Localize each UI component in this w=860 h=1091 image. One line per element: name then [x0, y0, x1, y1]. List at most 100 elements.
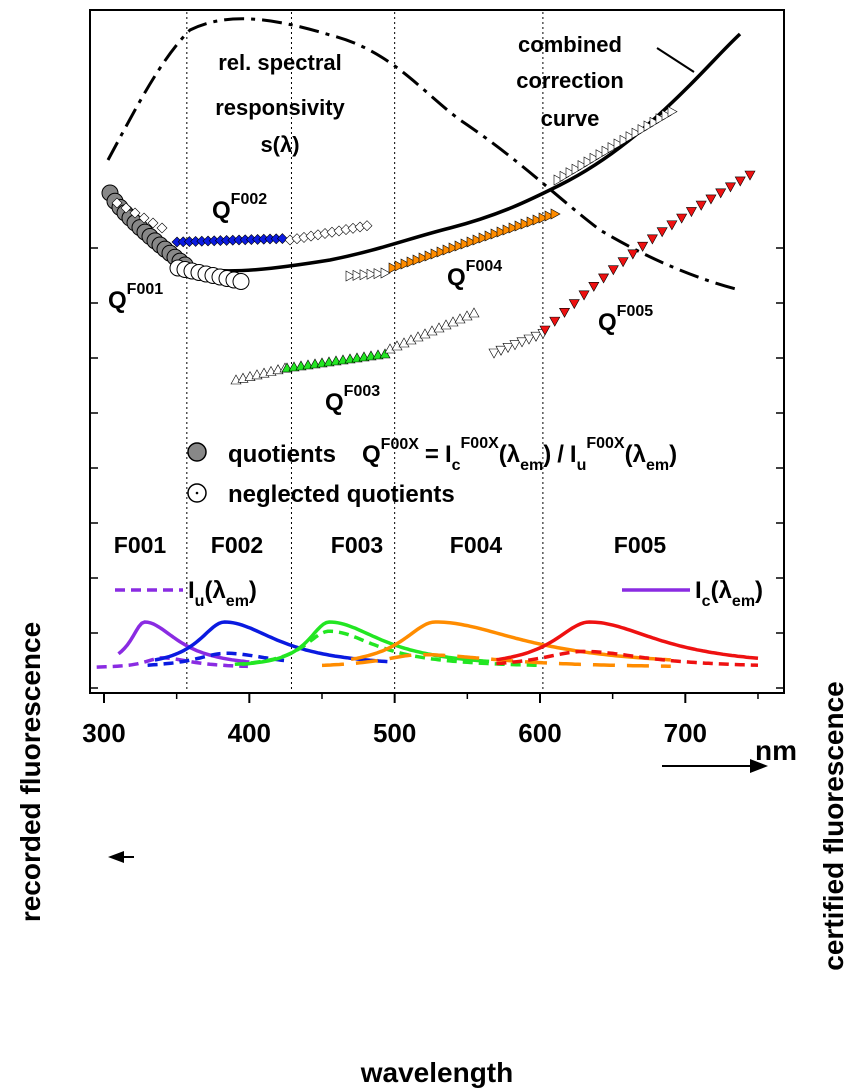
q-f004-marker-20 [508, 222, 519, 234]
right-axis-label: certified fluorescence [818, 681, 849, 970]
x-axis-label: wavelength [360, 1057, 513, 1088]
q-f003-marker-14 [379, 348, 391, 359]
q-f004-marker-12 [460, 238, 471, 250]
q-f004-marker-6 [424, 250, 435, 262]
combined-label-pointer [656, 47, 695, 73]
responsivity-label-3: s(λ) [260, 132, 299, 157]
q-f004-marker-10 [448, 242, 459, 254]
q-f004-neglected-right-8 [601, 145, 612, 157]
recorded-spectrum-f001 [96, 656, 248, 669]
formula-iu-em: em [646, 457, 669, 474]
q-label-f001-main: Q [108, 287, 127, 314]
q-label-f004-sup: F004 [466, 258, 503, 275]
quotient-series [101, 106, 756, 385]
q-f004-marker-14 [472, 234, 483, 246]
q-f004-neglected-right-6 [589, 152, 600, 164]
q-f004-marker-5 [418, 252, 429, 264]
q-label-f005: QF005 [598, 303, 653, 336]
q-f004-neglected-right-0 [553, 174, 564, 186]
q-f005-marker-11 [646, 234, 658, 245]
q-f004-marker-16 [484, 230, 495, 242]
q-f004-marker-2 [400, 258, 411, 270]
legend-quotients: quotients [228, 441, 336, 468]
q-f005-marker-12 [656, 227, 668, 238]
filter-label-f005: F005 [614, 532, 667, 558]
formula-iu-sup: F00X [586, 435, 625, 452]
q-f004-neglected-right-4 [577, 160, 588, 172]
q-f004-marker-22 [520, 218, 531, 230]
q-f005-marker-0 [539, 325, 551, 336]
responsivity-label-2: responsivity [215, 95, 345, 120]
combined-label-1: combined [518, 32, 622, 57]
q-f002-marker-17 [276, 233, 288, 245]
q-f004-neglected-right-13 [631, 127, 642, 139]
filter-label-f002: F002 [211, 532, 263, 558]
legend-iu-em: em [226, 593, 249, 610]
formula-ic-sup: F00X [461, 435, 500, 452]
q-f004-marker-24 [532, 214, 543, 226]
q-f005-marker-4 [578, 290, 590, 301]
q-f004-neglected-right-10 [613, 138, 624, 150]
q-f005-marker-13 [666, 220, 678, 231]
q-f005-neglected-6 [530, 331, 542, 342]
q-f004-neglected-right-16 [649, 116, 660, 128]
q-f005-marker-14 [676, 213, 688, 224]
q-f004-neglected-right-17 [655, 113, 666, 125]
q-f004-neglected-left-0 [345, 270, 356, 282]
legend-iu-lam: (λ [204, 577, 225, 604]
legend-ic: Ic(λem) [695, 577, 763, 610]
q-f002-neglected-left-0 [111, 197, 123, 209]
q-f004-marker-9 [442, 244, 453, 256]
q-f002-neglected-left-1 [120, 202, 132, 214]
q-f005-marker-7 [607, 265, 619, 276]
q-f005-marker-2 [559, 307, 571, 318]
q-f002-neglected-right-11 [361, 220, 373, 232]
q-f004-neglected-right-11 [619, 134, 630, 146]
q-f004-marker-18 [496, 226, 507, 238]
q-f001-neglected-9 [232, 273, 250, 290]
certified-spectrum-f002 [154, 620, 388, 664]
q-f004-neglected-left-5 [380, 267, 391, 279]
q-f005-marker-6 [598, 273, 610, 284]
legend-neglected: neglected quotients [228, 481, 455, 508]
q-label-f004-main: Q [447, 264, 466, 291]
axis-ticks: 300 400 500 600 700 [82, 247, 784, 748]
q-f004-neglected-left-3 [366, 268, 377, 280]
q-f004-neglected-right-1 [559, 170, 570, 182]
q-label-f003-sup: F003 [344, 383, 381, 400]
q-f005-neglected-4 [516, 337, 528, 348]
q-f005-marker-17 [705, 194, 717, 205]
q-f005-neglected-3 [509, 340, 521, 351]
x-tick-label-500: 500 [373, 718, 416, 748]
responsivity-label-1: rel. spectral [218, 50, 342, 75]
formula-eq: = [425, 441, 439, 468]
filter-label-f001: F001 [114, 532, 167, 558]
q-f005-marker-8 [617, 257, 629, 268]
q-f005-neglected-1 [495, 345, 507, 356]
legend-neglected-dot [195, 491, 199, 495]
q-f004-marker-19 [502, 224, 513, 236]
q-f005-marker-20 [734, 176, 746, 187]
left-axis-label: recorded fluorescence [15, 622, 46, 922]
legend-ic-sub: c [702, 593, 711, 610]
q-label-f004: QF004 [447, 258, 502, 291]
legend-iu: Iu(λem) [188, 577, 257, 610]
filter-label-f003: F003 [331, 532, 383, 558]
x-axis-unit: nm [755, 735, 797, 766]
q-f004-neglected-left-1 [352, 269, 363, 281]
q-label-f005-main: Q [598, 309, 617, 336]
plot-frame [89, 9, 785, 694]
formula-q-sup: F00X [381, 436, 420, 453]
q-f002-neglected-left-2 [129, 207, 141, 219]
q-f004-neglected-right-7 [595, 149, 606, 161]
q-f005-neglected-5 [523, 334, 535, 345]
x-tick-label-300: 300 [82, 718, 125, 748]
q-label-f005-sup: F005 [617, 303, 654, 320]
q-f004-neglected-right-18 [661, 109, 672, 121]
q-f005-marker-19 [724, 182, 736, 193]
q-f004-marker-26 [544, 210, 555, 222]
q-f004-marker-25 [538, 212, 549, 224]
q-f004-marker-4 [412, 254, 423, 266]
q-f004-marker-11 [454, 240, 465, 252]
formula-iu: I [570, 441, 577, 468]
